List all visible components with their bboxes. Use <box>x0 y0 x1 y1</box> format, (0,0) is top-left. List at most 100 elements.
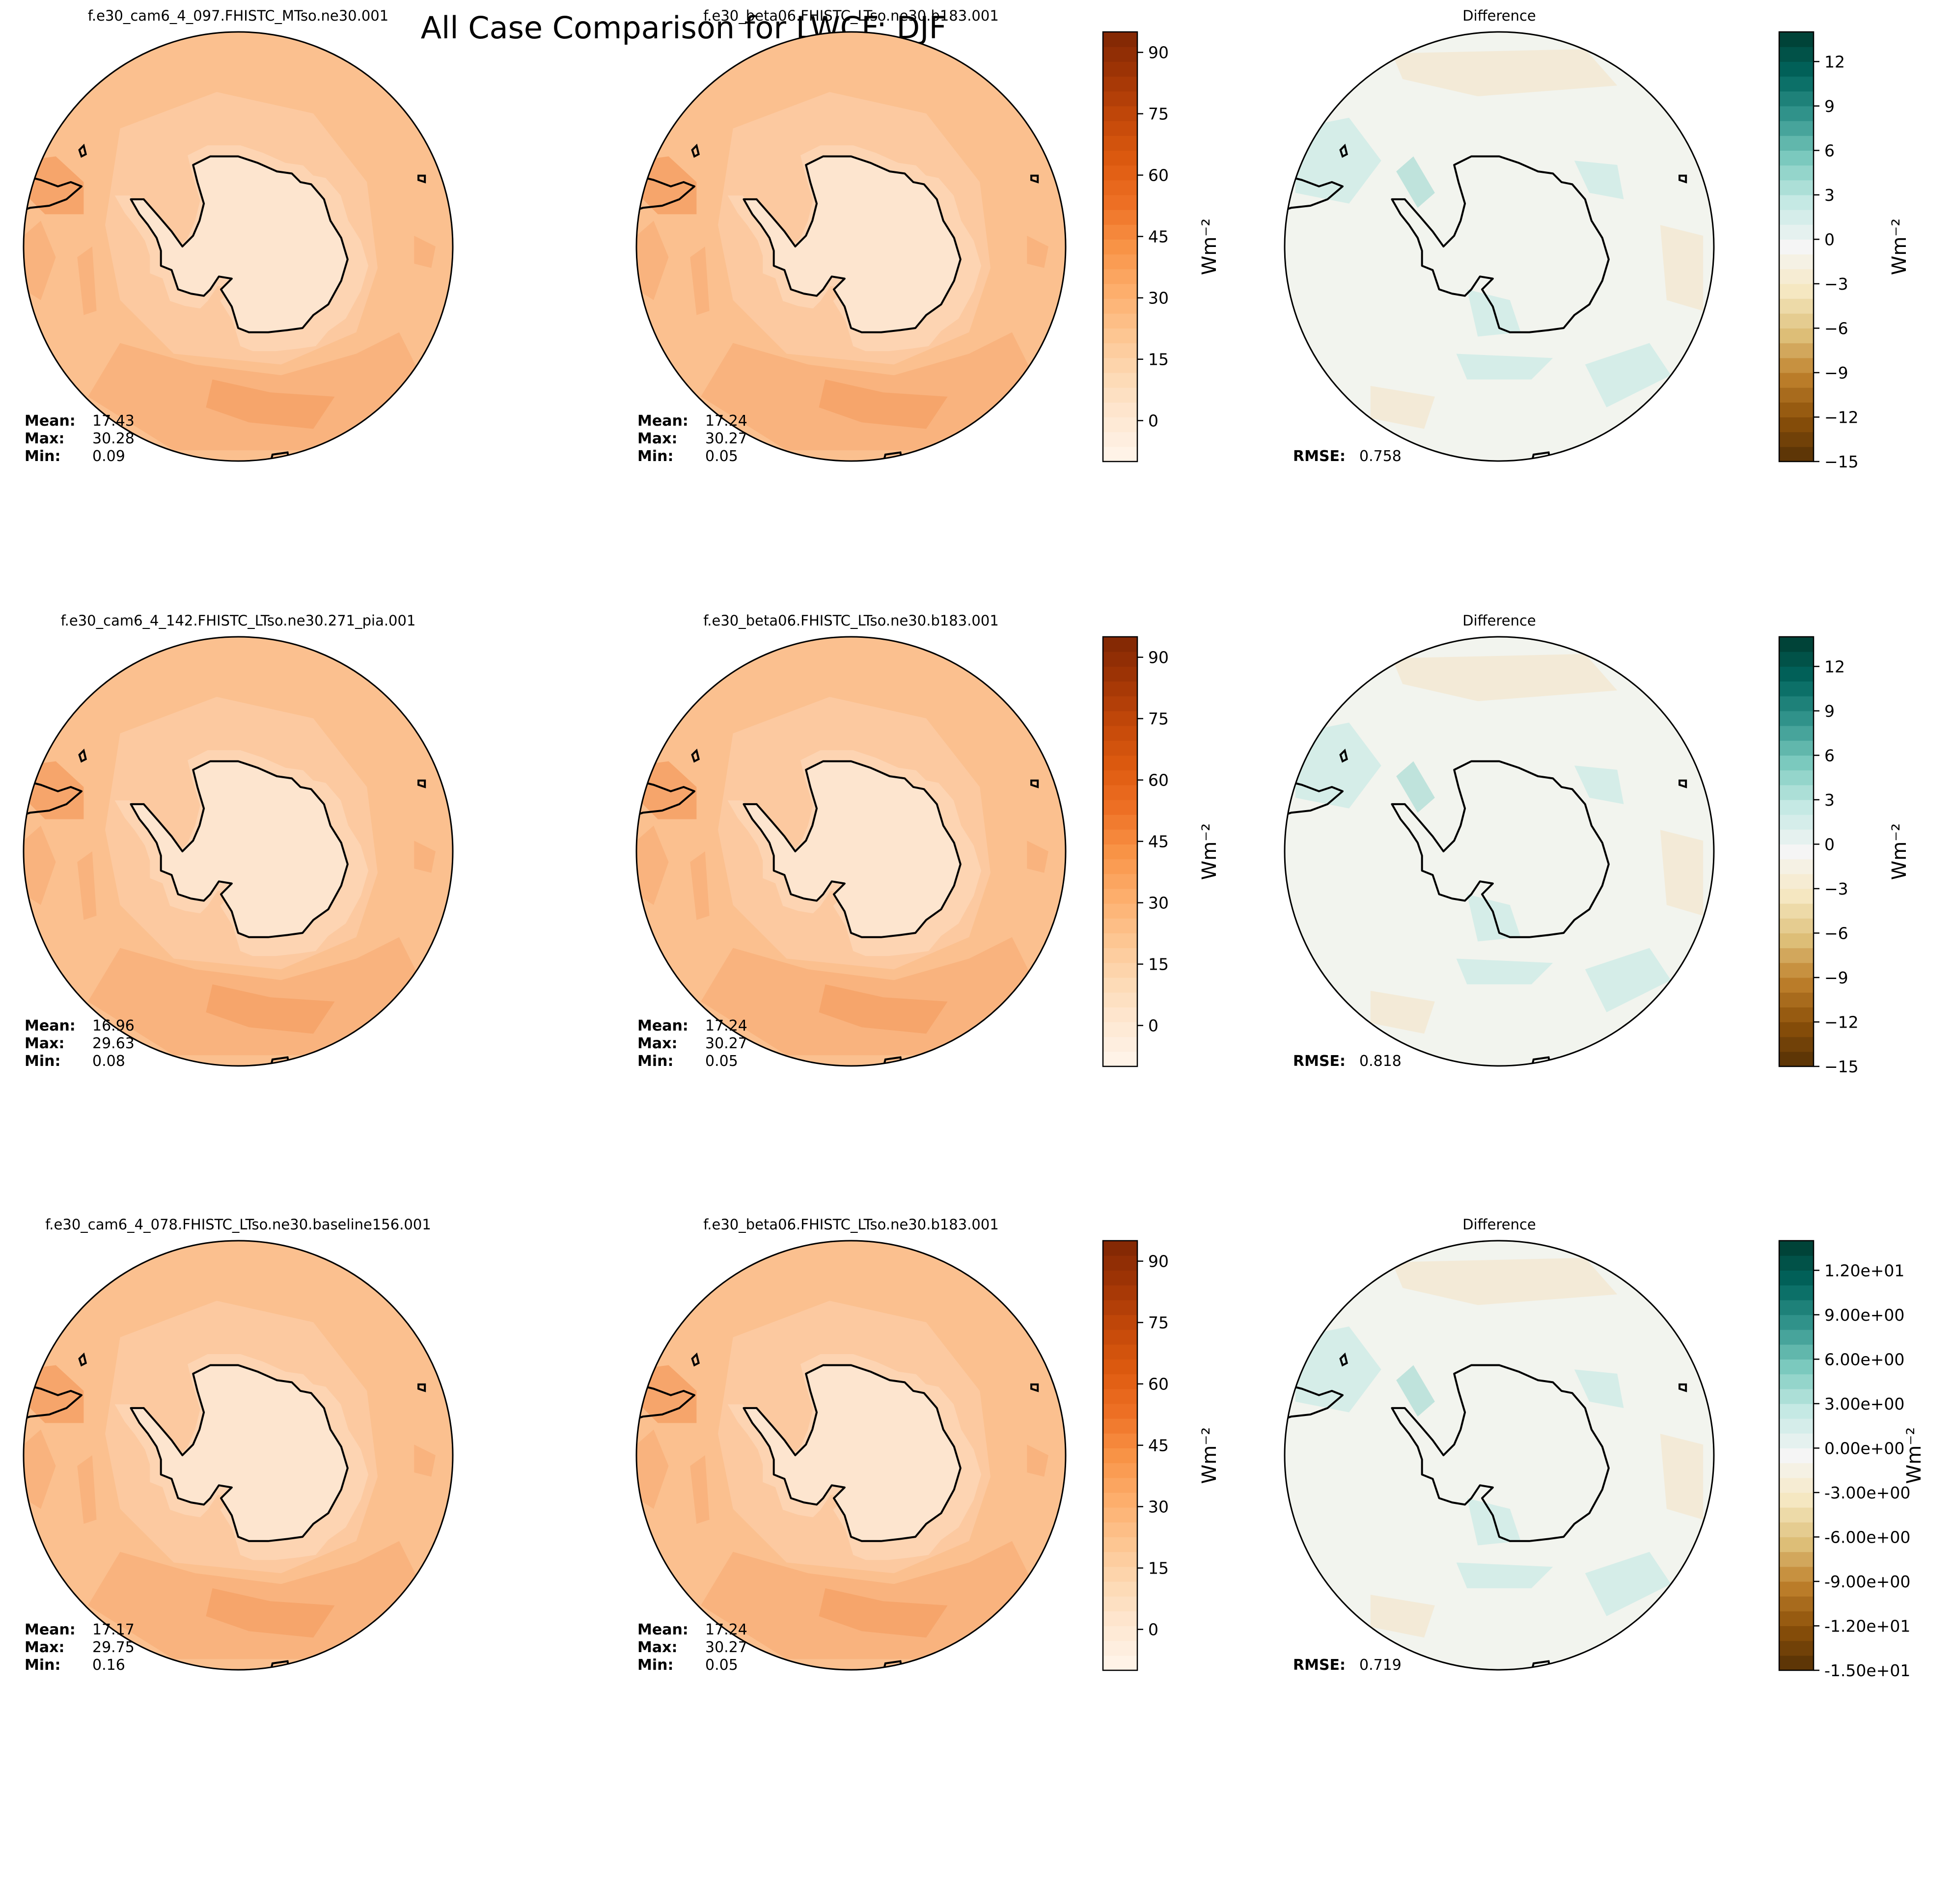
max-label: Max: <box>637 430 677 447</box>
map-field <box>24 637 453 1066</box>
colorbar-tick-label: 3 <box>1824 186 1835 205</box>
mean-value: 17.17 <box>92 1621 135 1638</box>
colorbar-bin <box>1103 962 1137 978</box>
antarctica-coastline <box>130 155 349 333</box>
min-value: 0.05 <box>705 1053 738 1070</box>
map-boundary <box>23 1240 454 1671</box>
colorbar-bin <box>1103 254 1137 270</box>
colorbar-tick-label: 15 <box>1148 1559 1169 1578</box>
max-value: 29.63 <box>92 1035 135 1052</box>
colorbar-bin <box>1779 1522 1814 1538</box>
south-america-coastline <box>636 779 695 816</box>
colorbar-bin <box>1779 962 1814 978</box>
colorbar-tick-label: 9 <box>1824 97 1835 116</box>
colorbar-bin <box>1103 888 1137 904</box>
colorbar-unit-label: Wm⁻² <box>1198 1427 1221 1484</box>
colorbar-tick-label: −9 <box>1824 968 1848 987</box>
colorbar-bin <box>1103 180 1137 195</box>
colorbar-tick-label: 30 <box>1148 894 1169 913</box>
island <box>1030 779 1039 789</box>
falkland-islands <box>78 1352 87 1367</box>
colorbar-bin <box>1779 785 1814 800</box>
colorbar-bin <box>1103 755 1137 771</box>
colorbar-bin <box>1103 269 1137 284</box>
colorbar-unit-label: Wm⁻² <box>1903 1427 1925 1484</box>
colorbar-bin <box>1779 372 1814 388</box>
island <box>1030 174 1039 184</box>
colorbar-bin <box>1103 372 1137 388</box>
colorbar-bin <box>1779 1344 1814 1360</box>
colorbar-bin <box>1779 402 1814 418</box>
min-label: Min: <box>637 1657 674 1674</box>
colorbar-bin <box>1103 1433 1137 1449</box>
antarctica-coastline <box>743 1364 962 1542</box>
panel-title: Difference <box>1462 7 1536 24</box>
rmse-value: 0.818 <box>1359 1053 1402 1070</box>
colorbar-bin <box>1779 1537 1814 1552</box>
colorbar-tick-label: 30 <box>1148 289 1169 308</box>
panel-title: Difference <box>1462 612 1536 629</box>
colorbar-bin <box>1779 1007 1814 1023</box>
colorbar-bin <box>1103 740 1137 756</box>
max-label: Max: <box>637 1639 677 1656</box>
colorbar-bin <box>1103 873 1137 889</box>
colorbar-bin <box>1103 1640 1137 1656</box>
colorbar-tick-label: 60 <box>1148 166 1169 185</box>
map-boundary <box>23 636 454 1067</box>
map-field <box>1285 1241 1714 1670</box>
max-label: Max: <box>25 430 64 447</box>
colorbar-bin <box>1779 283 1814 299</box>
panel-row3-base: f.e30_beta06.FHISTC_LTso.ne30.b183.001 Me… <box>635 1216 1067 1674</box>
map-field <box>636 32 1066 461</box>
colorbar-bin <box>1103 1477 1137 1493</box>
colorbar-bin <box>1779 1022 1814 1037</box>
colorbar-bin <box>1779 1566 1814 1582</box>
colorbar-bin <box>1779 652 1814 667</box>
colorbar-bin <box>1103 1300 1137 1315</box>
colorbar-bin <box>1103 210 1137 225</box>
colorbar-bin <box>1779 76 1814 92</box>
panel-row1-test: f.e30_cam6_4_097.FHISTC_MTso.ne30.001 Mea… <box>23 7 454 465</box>
falkland-islands <box>691 1352 700 1367</box>
panel-row1-diff: Difference RMSE: 0.758 <box>1284 7 1715 465</box>
min-label: Min: <box>25 1657 61 1674</box>
colorbar-diff-2: 12 9 6 3 0 −3 −6 −9 −12 −15 Wm⁻² <box>1778 636 1911 1076</box>
falkland-islands <box>78 143 87 158</box>
colorbar-bin <box>1103 47 1137 62</box>
mean-value: 17.24 <box>705 1017 747 1034</box>
colorbar-bin <box>1103 1463 1137 1478</box>
colorbar-tick-label: −6 <box>1824 319 1848 338</box>
south-america-coastline <box>1285 1383 1344 1420</box>
colorbar-bin <box>1779 1611 1814 1627</box>
colorbar-bin <box>1103 446 1137 462</box>
colorbar-frame <box>1102 636 1138 1067</box>
colorbar-tick-label: 6 <box>1824 141 1835 160</box>
min-value: 0.08 <box>92 1053 125 1070</box>
colorbar-bin <box>1103 1537 1137 1552</box>
colorbar-bin <box>1779 681 1814 697</box>
colorbar-bin <box>1779 755 1814 771</box>
colorbar-bin <box>1103 299 1137 314</box>
colorbar-bin <box>1779 1036 1814 1052</box>
mean-value: 16.96 <box>92 1017 135 1034</box>
antarctica-coastline <box>743 155 962 333</box>
colorbar-bin <box>1103 1507 1137 1523</box>
colorbar-field-2: 90 75 60 45 30 15 0 Wm⁻² <box>1102 636 1221 1067</box>
colorbar-bin <box>1779 1314 1814 1330</box>
rmse-value: 0.758 <box>1359 448 1402 465</box>
max-value: 30.27 <box>705 1035 747 1052</box>
colorbar-bin <box>1779 1051 1814 1067</box>
colorbar-bin <box>1103 666 1137 682</box>
colorbar-tick-label: −15 <box>1824 452 1859 471</box>
colorbar-bin <box>1779 1418 1814 1434</box>
colorbar-bin <box>1779 1581 1814 1597</box>
colorbar-bin <box>1103 637 1137 652</box>
colorbar-bin <box>1779 844 1814 860</box>
map-field <box>636 1241 1066 1670</box>
mean-label: Mean: <box>637 1621 688 1638</box>
colorbar-tick-label: 0 <box>1148 1620 1158 1639</box>
colorbar-frame <box>1102 1240 1138 1671</box>
min-value: 0.09 <box>92 448 125 465</box>
